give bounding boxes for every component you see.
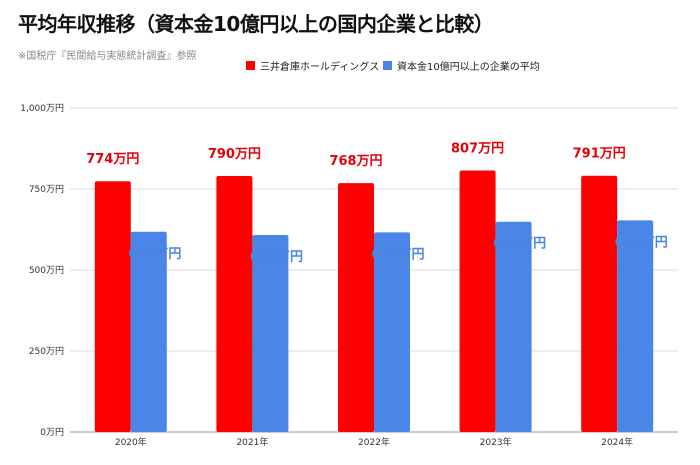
y-tick-label: 750万円 xyxy=(29,184,64,195)
x-tick-label: 2020年 xyxy=(115,436,147,448)
data-label-series-b: 649万円 xyxy=(493,237,546,252)
x-axis: 2020年 2021年 2022年 2023年 2024年 xyxy=(115,436,633,448)
x-tick-label: 2021年 xyxy=(236,436,268,448)
data-label-series-a: 790万円 xyxy=(208,147,261,162)
bars: 774万円 618万円 790万円 608万円 768万円 616万円 807万円 649万円… xyxy=(86,142,668,433)
bar-series-b xyxy=(374,232,410,432)
bar-series-b xyxy=(617,220,654,432)
y-tick-label: 250万円 xyxy=(29,346,64,357)
y-tick-label: 1,000万円 xyxy=(20,103,64,114)
y-axis: 0万円 250万円 500万円 750万円 1,000万円 xyxy=(20,103,64,438)
legend: 三井倉庫ホールディングス 資本金10億円以上の企業の平均 xyxy=(246,60,540,73)
bar-series-b xyxy=(495,221,532,432)
data-label-series-a: 768万円 xyxy=(329,154,382,169)
data-label-series-b: 618万円 xyxy=(128,247,181,262)
data-label-series-a: 807万円 xyxy=(451,142,504,157)
data-label-series-b: 608万円 xyxy=(250,250,303,265)
bar-series-a xyxy=(338,183,374,432)
bar-series-a xyxy=(94,181,131,432)
x-tick-label: 2024年 xyxy=(601,436,633,448)
chart-title: 平均年収推移（資本金10億円以上の国内企業と比較） xyxy=(18,12,494,36)
bar-series-a xyxy=(581,175,618,432)
legend-label-series-a: 三井倉庫ホールディングス xyxy=(260,60,379,73)
data-label-series-b: 616万円 xyxy=(371,247,424,262)
data-label-series-b: 653万円 xyxy=(615,235,668,250)
bar-series-a xyxy=(459,170,496,433)
x-tick-label: 2022年 xyxy=(358,436,390,448)
legend-label-series-b: 資本金10億円以上の企業の平均 xyxy=(397,60,540,73)
bar-series-b xyxy=(252,235,289,432)
data-label-series-a: 791万円 xyxy=(573,147,626,162)
y-tick-label: 0万円 xyxy=(40,427,64,438)
source-note: ※国税庁『民間給与実態統計調査』参照 xyxy=(18,51,197,62)
bar-series-b xyxy=(130,231,167,432)
x-tick-label: 2023年 xyxy=(480,436,512,448)
legend-swatch-series-a xyxy=(246,61,255,70)
y-tick-label: 500万円 xyxy=(29,265,64,276)
bar-series-a xyxy=(216,176,253,432)
legend-swatch-series-b xyxy=(383,61,392,70)
data-label-series-a: 774万円 xyxy=(86,152,139,167)
